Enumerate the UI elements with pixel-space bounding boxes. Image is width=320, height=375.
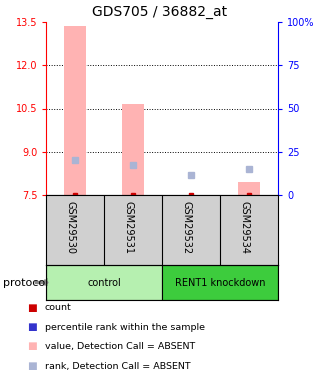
Text: rank, Detection Call = ABSENT: rank, Detection Call = ABSENT (45, 362, 190, 370)
Text: ■: ■ (27, 342, 37, 351)
Bar (238, 182, 260, 195)
Text: percentile rank within the sample: percentile rank within the sample (45, 322, 205, 332)
Bar (46, 265, 162, 300)
Text: protocol: protocol (3, 278, 48, 288)
Text: GSM29531: GSM29531 (124, 201, 133, 254)
Text: GDS705 / 36882_at: GDS705 / 36882_at (92, 5, 228, 19)
Text: ■: ■ (27, 322, 37, 332)
Text: GSM29534: GSM29534 (239, 201, 249, 254)
Bar (64, 26, 86, 195)
Text: ■: ■ (27, 303, 37, 312)
Text: value, Detection Call = ABSENT: value, Detection Call = ABSENT (45, 342, 195, 351)
Text: control: control (88, 278, 121, 288)
Text: GSM29532: GSM29532 (181, 201, 191, 254)
Text: RENT1 knockdown: RENT1 knockdown (175, 278, 266, 288)
Bar (162, 265, 278, 300)
Text: GSM29530: GSM29530 (65, 201, 76, 254)
Text: ■: ■ (27, 361, 37, 371)
Bar (122, 104, 144, 195)
Text: count: count (45, 303, 72, 312)
